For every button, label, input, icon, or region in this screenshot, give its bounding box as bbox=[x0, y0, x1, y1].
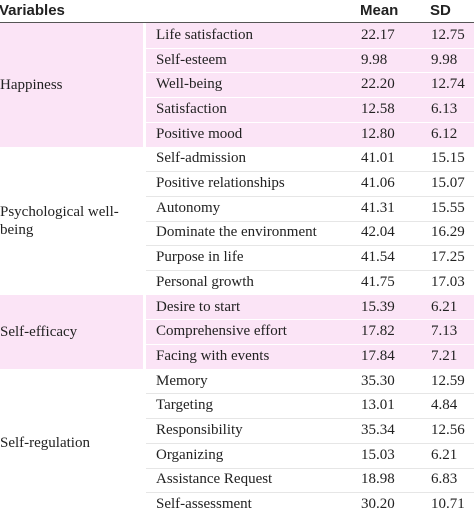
variable-name: Dominate the environment bbox=[156, 224, 317, 241]
header-mean: Mean bbox=[360, 2, 399, 19]
mean-value: 22.17 bbox=[361, 26, 395, 43]
mean-value: 9.98 bbox=[361, 51, 388, 68]
variable-name: Purpose in life bbox=[156, 249, 244, 266]
variable-name: Comprehensive effort bbox=[156, 323, 287, 340]
sd-value: 12.74 bbox=[431, 76, 465, 93]
mean-value: 35.34 bbox=[361, 422, 395, 439]
mean-value: 41.06 bbox=[361, 175, 395, 192]
variable-name: Self-assessment bbox=[156, 496, 252, 513]
variable-name: Positive relationships bbox=[156, 175, 285, 192]
mean-value: 41.31 bbox=[361, 199, 395, 216]
mean-value: 30.20 bbox=[361, 496, 395, 513]
variable-name: Desire to start bbox=[156, 298, 241, 315]
sd-value: 6.21 bbox=[431, 446, 458, 463]
row-group: Psychological well-being Self-admission 41… bbox=[0, 147, 474, 295]
sd-value: 6.21 bbox=[431, 298, 458, 315]
variable-name: Positive mood bbox=[156, 125, 243, 142]
sd-value: 6.12 bbox=[431, 125, 458, 142]
row-separator bbox=[146, 270, 474, 271]
mean-value: 12.80 bbox=[361, 125, 395, 142]
row-separator bbox=[146, 418, 474, 420]
row-separator bbox=[146, 393, 474, 395]
row-group: Self-regulation Memory 35.30 12.59 Targeting… bbox=[0, 369, 474, 514]
mean-value: 12.58 bbox=[361, 100, 395, 117]
group-label: Happiness bbox=[0, 76, 63, 93]
group-label: Self-regulation bbox=[0, 434, 90, 451]
group-label: Psychological well-being bbox=[0, 203, 119, 238]
row-separator bbox=[146, 344, 474, 346]
mean-value: 15.39 bbox=[361, 298, 395, 315]
row-separator bbox=[146, 97, 474, 99]
sd-value: 7.13 bbox=[431, 323, 458, 340]
sd-value: 9.98 bbox=[431, 51, 458, 68]
sd-value: 6.83 bbox=[431, 471, 458, 488]
mean-value: 15.03 bbox=[361, 446, 395, 463]
mean-value: 41.75 bbox=[361, 273, 395, 290]
sd-value: 7.21 bbox=[431, 347, 458, 364]
row-group: Happiness Life satisfaction 22.17 12.75 Self… bbox=[0, 23, 474, 147]
sd-value: 15.15 bbox=[431, 150, 465, 167]
row-separator bbox=[146, 442, 474, 444]
group-label: Self-efficacy bbox=[0, 323, 78, 340]
row-separator bbox=[146, 245, 474, 247]
mean-value: 42.04 bbox=[361, 224, 395, 241]
mean-value: 22.20 bbox=[361, 76, 395, 93]
mean-value: 41.01 bbox=[361, 150, 395, 167]
variable-name: Well-being bbox=[156, 76, 223, 93]
sd-value: 17.03 bbox=[431, 273, 465, 290]
sd-value: 15.55 bbox=[431, 199, 465, 216]
variable-name: Self-esteem bbox=[156, 51, 227, 68]
sd-value: 12.59 bbox=[431, 372, 465, 389]
row-separator bbox=[146, 220, 474, 222]
group-shade bbox=[146, 23, 474, 147]
variable-name: Self-admission bbox=[156, 150, 246, 167]
sd-value: 12.75 bbox=[431, 26, 465, 43]
sd-value: 10.71 bbox=[431, 496, 465, 513]
group-shade bbox=[0, 294, 143, 369]
sd-value: 12.56 bbox=[431, 422, 465, 439]
group-shade bbox=[0, 23, 143, 147]
row-separator bbox=[146, 319, 474, 321]
mean-value: 41.54 bbox=[361, 249, 395, 266]
row-group: Self-efficacy Desire to start 15.39 6.21 Com… bbox=[0, 294, 474, 369]
sd-value: 17.25 bbox=[431, 249, 465, 266]
header-variables: Variables bbox=[0, 2, 65, 19]
row-separator bbox=[146, 492, 474, 494]
variable-name: Assistance Request bbox=[156, 471, 273, 488]
variable-name: Facing with events bbox=[156, 347, 270, 364]
row-separator bbox=[146, 47, 474, 49]
row-separator bbox=[146, 121, 474, 123]
sd-value: 15.07 bbox=[431, 175, 465, 192]
header-sd: SD bbox=[430, 2, 451, 19]
row-separator bbox=[146, 195, 474, 197]
variable-name: Autonomy bbox=[156, 199, 221, 216]
row-separator bbox=[146, 72, 474, 74]
row-separator bbox=[146, 171, 474, 173]
mean-value: 17.84 bbox=[361, 347, 395, 364]
variable-name: Responsibility bbox=[156, 422, 243, 439]
group-shade bbox=[146, 294, 474, 369]
mean-value: 18.98 bbox=[361, 471, 395, 488]
variable-name: Life satisfaction bbox=[156, 26, 254, 43]
variable-name: Satisfaction bbox=[156, 100, 227, 117]
sd-value: 6.13 bbox=[431, 100, 458, 117]
variable-name: Memory bbox=[156, 372, 208, 389]
variable-name: Organizing bbox=[156, 446, 224, 463]
variable-name: Targeting bbox=[156, 397, 213, 414]
mean-value: 13.01 bbox=[361, 397, 395, 414]
mean-value: 35.30 bbox=[361, 372, 395, 389]
variable-name: Personal growth bbox=[156, 273, 254, 290]
mean-value: 17.82 bbox=[361, 323, 395, 340]
row-separator bbox=[146, 467, 474, 469]
sd-value: 16.29 bbox=[431, 224, 465, 241]
sd-value: 4.84 bbox=[431, 397, 458, 414]
header-rule bbox=[0, 22, 474, 23]
